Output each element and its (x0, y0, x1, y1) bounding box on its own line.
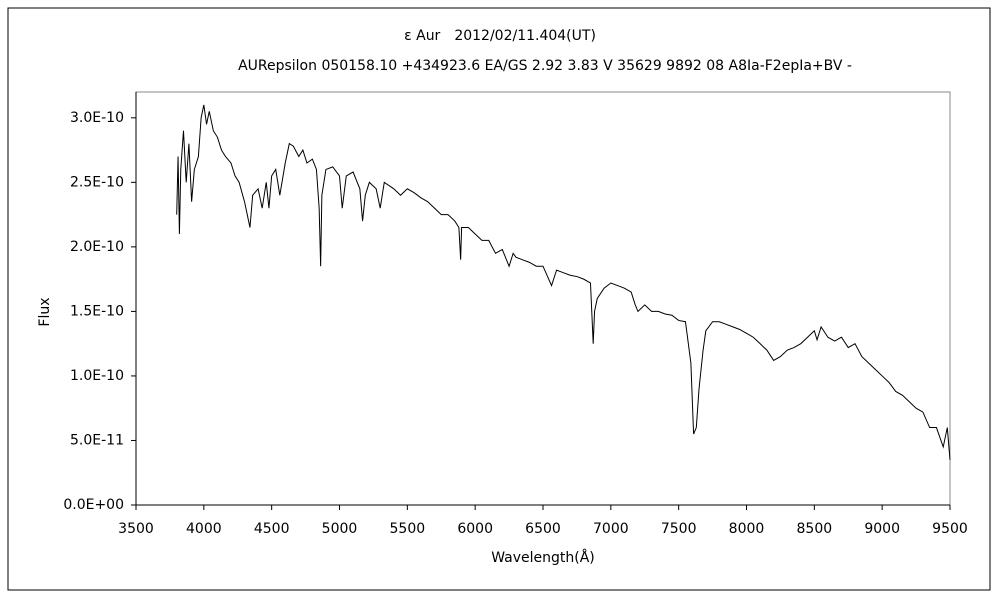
chart-subtitle: AURepsilon 050158.10 +434923.6 EA/GS 2.9… (238, 58, 852, 74)
y-tick-label: 1.5E-10 (70, 303, 124, 319)
y-tick-label: 0.0E+00 (63, 497, 124, 513)
y-axis-label: Flux (37, 297, 53, 326)
x-tick-label: 8000 (729, 521, 765, 537)
x-tick-label: 5000 (322, 521, 358, 537)
x-tick-label: 4000 (186, 521, 222, 537)
x-tick-label: 5500 (390, 521, 426, 537)
y-tick-label: 5.0E-11 (70, 432, 124, 448)
y-tick-label: 3.0E-10 (70, 110, 124, 126)
spectrum-line (176, 104, 951, 460)
y-tick-label: 2.0E-10 (70, 239, 124, 255)
y-tick-label: 1.0E-10 (70, 368, 124, 384)
x-tick-label: 6000 (457, 521, 493, 537)
y-tick-label: 2.5E-10 (70, 174, 124, 190)
x-tick-label: 9000 (864, 521, 900, 537)
x-tick-label: 6500 (525, 521, 561, 537)
x-tick-label: 7500 (661, 521, 697, 537)
x-tick-label: 9500 (932, 521, 968, 537)
x-tick-label: 4500 (254, 521, 290, 537)
x-tick-label: 8500 (797, 521, 833, 537)
x-axis-label: Wavelength(Å) (491, 549, 595, 566)
x-tick-label: 3500 (118, 521, 154, 537)
chart-title: ε Aur 2012/02/11.404(UT) (404, 28, 596, 44)
frame (7, 7, 991, 591)
x-tick-label: 7000 (593, 521, 629, 537)
